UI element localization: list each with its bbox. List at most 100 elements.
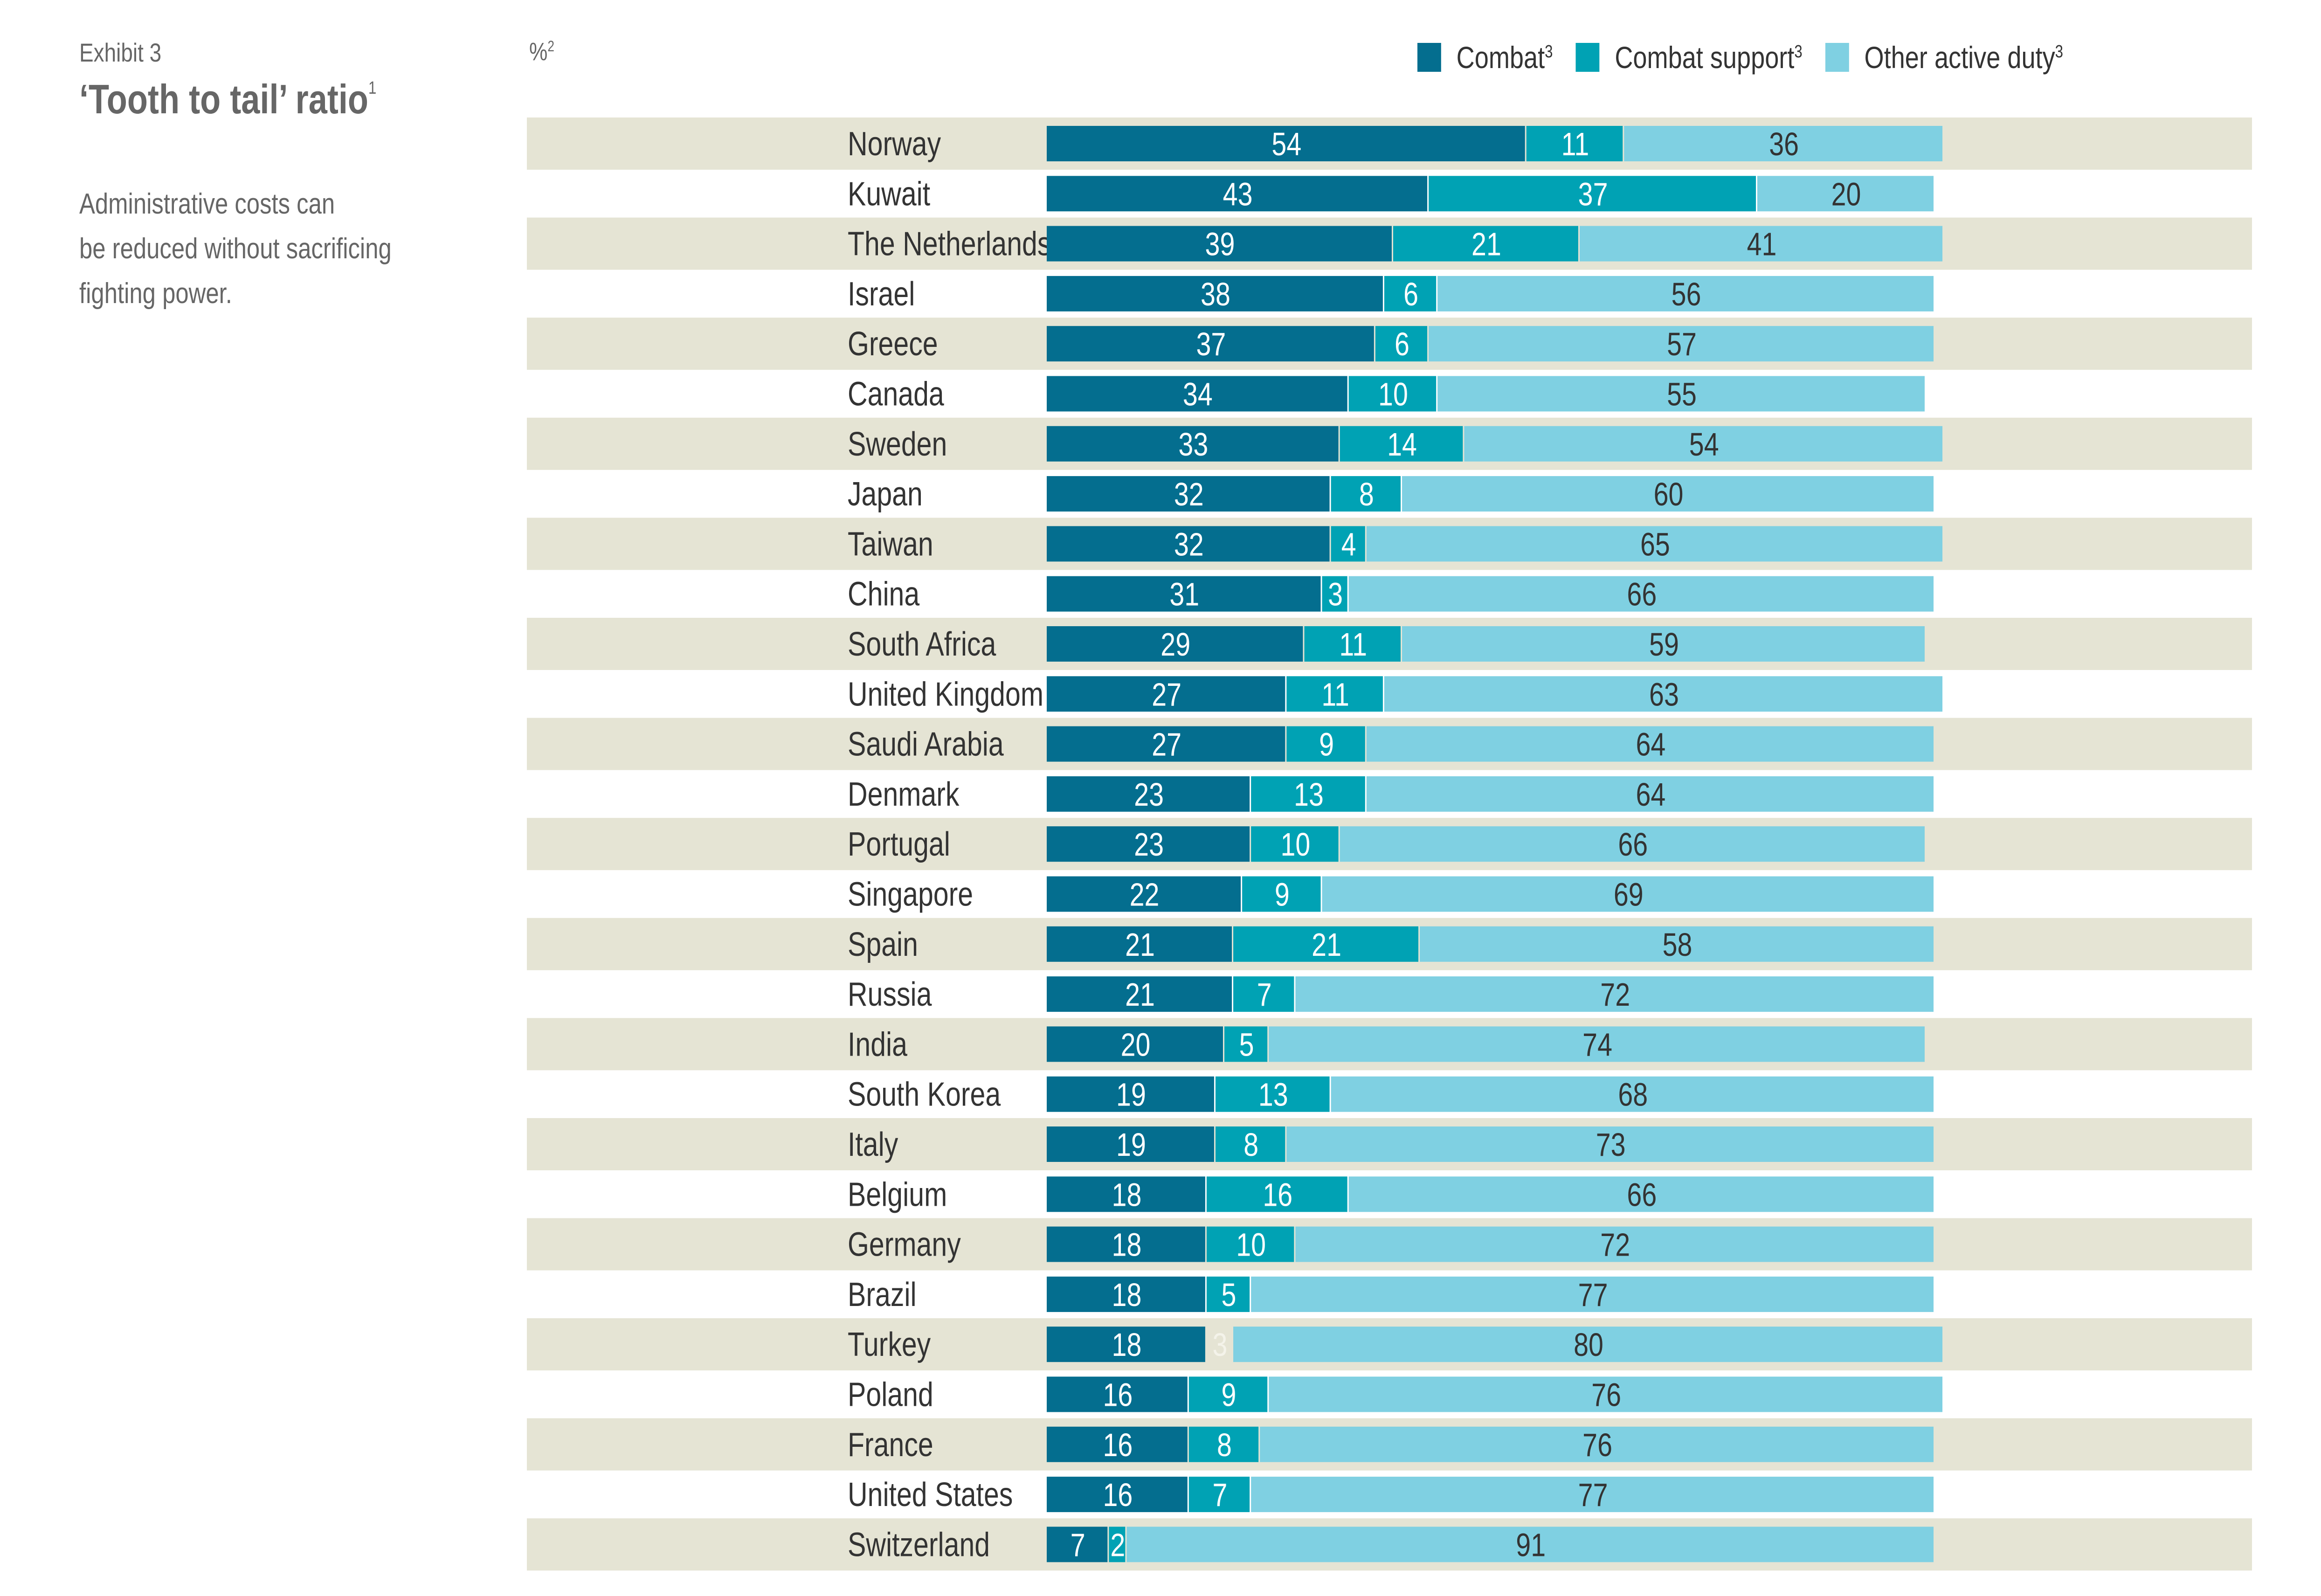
legend-label: Other active duty3 [1865,40,2063,75]
bar-segment-other-active-duty [1420,926,1934,962]
bar-segment-combat-support [1348,376,1437,412]
data-label: 20 [1831,176,1861,213]
data-label: 37 [1196,326,1226,363]
data-label: 31 [1169,576,1199,613]
bar-segment-combat-support [1375,326,1428,362]
bar-segment-combat [1047,626,1303,662]
bar-segment-other-active-duty [1286,1126,1934,1162]
data-label: 8 [1243,1126,1258,1163]
data-label: 73 [1596,1126,1626,1163]
category-label: Kuwait [848,175,930,213]
legend-item-combat: Combat3 [1417,40,1553,75]
data-label: 9 [1222,1376,1236,1413]
bar-segment-other-active-duty [1322,876,1934,912]
data-label: 27 [1152,676,1181,713]
legend-text: Combat [1456,40,1545,75]
bar-segment-other-active-duty [1402,626,1925,662]
category-label: Italy [848,1125,898,1163]
data-label: 66 [1627,1176,1657,1213]
data-label: 32 [1174,526,1204,563]
data-label: 2 [1110,1527,1125,1563]
category-label: Turkey [848,1326,931,1363]
data-label: 39 [1205,226,1235,263]
data-label: 58 [1663,926,1692,963]
category-label: Portugal [848,825,950,863]
data-label: 77 [1578,1477,1608,1513]
data-label: 72 [1600,1226,1630,1263]
subtitle-line: Administrative costs can [79,188,335,220]
chart-subtitle: Administrative costs can be reduced with… [79,182,576,316]
data-label: 22 [1130,876,1160,913]
data-label: 20 [1121,1026,1151,1063]
data-label: 8 [1217,1426,1232,1463]
bar-segment-combat-support [1188,1426,1259,1462]
category-label: Israel [848,275,915,312]
data-label: 27 [1152,726,1181,763]
bar-segment-combat [1047,276,1383,311]
bar-segment-combat [1047,576,1321,612]
bar-segment-other-active-duty [1464,426,1943,462]
bar-segment-combat [1047,1126,1214,1162]
bar-segment-combat-support [1286,726,1365,762]
data-label: 18 [1112,1176,1142,1213]
bar-segment-combat [1047,1327,1205,1362]
data-label: 3 [1328,576,1343,613]
bar-segment-combat [1047,226,1392,262]
legend-swatch-combat [1417,43,1441,72]
bar-segment-other-active-duty [1366,526,1943,562]
category-label: Spain [848,925,918,963]
category-label: Germany [848,1225,961,1263]
data-label: 18 [1112,1276,1142,1313]
bar-segment-combat [1047,326,1374,362]
bar-segment-other-active-duty [1251,1477,1934,1513]
legend-footnote: 3 [1794,42,1803,62]
category-label: Belgium [848,1175,947,1213]
bar-segment-combat-support [1188,1376,1268,1412]
bar-segment-other-active-duty [1295,1226,1934,1262]
data-label: 18 [1112,1226,1142,1263]
category-label: Canada [848,375,944,413]
subtitle-line: be reduced without sacrificing [79,233,392,265]
category-label: United States [848,1475,1013,1513]
bar-segment-combat [1047,676,1285,712]
legend-swatch-other-active-duty [1825,43,1849,72]
chart-title-text: ‘Tooth to tail’ ratio [79,76,368,122]
bar-segment-combat-support [1233,926,1419,962]
data-label: 13 [1258,1076,1288,1113]
bar-segment-other-active-duty [1624,126,1943,161]
data-label: 77 [1578,1276,1608,1313]
data-label: 5 [1222,1276,1236,1313]
bar-segment-other-active-duty [1580,226,1943,262]
data-label: 4 [1341,526,1356,563]
bar-segment-combat [1047,826,1250,862]
data-label: 11 [1339,626,1367,663]
category-label: France [848,1425,933,1463]
bar-segment-combat [1047,126,1525,161]
bar-segment-combat-support [1429,176,1756,212]
data-label: 33 [1178,426,1208,463]
data-label: 21 [1471,226,1501,263]
data-label: 11 [1321,676,1349,713]
legend-item-combat-support: Combat support3 [1575,40,1803,75]
data-label: 19 [1116,1126,1146,1163]
data-label: 23 [1134,776,1164,813]
data-label: 76 [1582,1426,1612,1463]
bar-segment-combat [1047,1076,1214,1112]
data-label: 6 [1403,276,1418,312]
category-label: India [848,1025,907,1063]
bar-segment-other-active-duty [1348,1176,1934,1212]
data-label: 55 [1667,376,1697,413]
legend-label: Combat3 [1457,40,1553,75]
bar-segment-other-active-duty [1295,976,1934,1012]
data-label: 72 [1600,976,1630,1013]
data-label: 16 [1103,1477,1133,1513]
bar-segment-other-active-duty [1331,1076,1934,1112]
data-label: 9 [1319,726,1334,763]
bar-segment-combat [1047,1426,1188,1462]
category-label: Brazil [848,1275,917,1313]
chart-title: ‘Tooth to tail’ ratio1 [79,76,376,123]
legend: Combat3 Combat support3 Other active dut… [1417,40,2086,75]
data-label: 14 [1387,426,1417,463]
bar-segment-combat-support [1251,776,1365,812]
data-label: 36 [1769,126,1799,163]
